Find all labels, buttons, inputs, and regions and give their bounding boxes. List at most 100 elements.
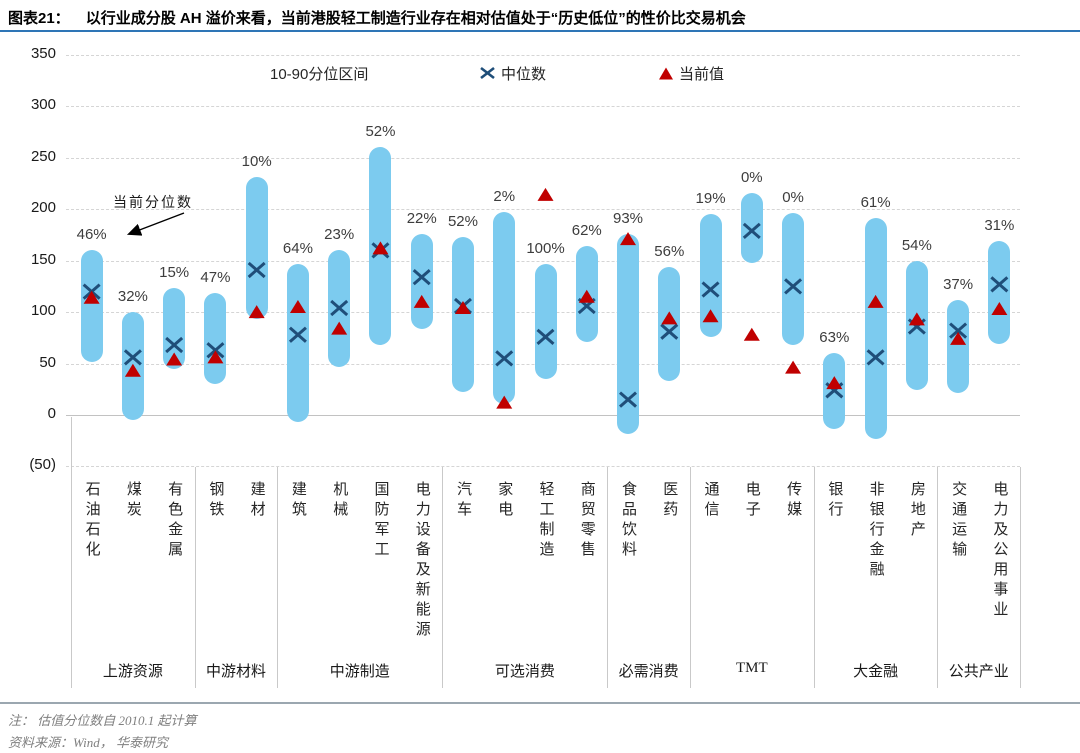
group-divider — [937, 467, 939, 688]
range-bar — [988, 241, 1011, 344]
category-label: 轻工制造 — [537, 481, 554, 561]
category-label: 通信 — [702, 481, 719, 521]
group-label: 必需消费 — [618, 664, 679, 680]
range-bar — [493, 212, 516, 404]
range-bar — [699, 214, 722, 337]
category-label: 传媒 — [785, 481, 802, 521]
category-label: 煤炭 — [124, 481, 141, 521]
y-axis-tick-label: 150 — [30, 250, 56, 268]
figure-bottom-rule — [0, 702, 1080, 704]
range-bar — [740, 192, 763, 263]
current-value-marker — [537, 187, 554, 201]
category-label: 国防军工 — [372, 481, 389, 561]
group-divider — [607, 467, 609, 688]
gridline — [66, 106, 1020, 108]
group-divider — [689, 467, 691, 688]
current-percentile-value: 63% — [819, 329, 850, 347]
legend-current: 当前值 — [658, 63, 724, 83]
category-label: 交通运输 — [950, 481, 967, 561]
range-bar — [905, 260, 928, 391]
current-percentile-value: 23% — [324, 226, 355, 244]
group-label: 中游材料 — [206, 664, 267, 680]
y-axis-tick-label: 200 — [30, 199, 56, 217]
current-percentile-value: 22% — [406, 209, 437, 227]
category-label: 电子 — [743, 481, 760, 521]
category-label: 家电 — [496, 481, 513, 521]
range-bar — [369, 146, 392, 346]
category-label: 商贸零售 — [578, 481, 595, 561]
category-label: 汽车 — [454, 481, 471, 521]
group-divider — [442, 467, 444, 688]
range-bar — [286, 263, 309, 423]
group-label: 上游资源 — [102, 664, 163, 680]
category-label: 医药 — [661, 481, 678, 521]
figure-number: 图表21： — [8, 10, 70, 27]
range-bar — [658, 266, 681, 382]
current-percentile-value: 15% — [159, 264, 190, 282]
gridline — [66, 415, 1020, 416]
group-label: 大金融 — [853, 664, 899, 680]
median-x-icon — [480, 66, 495, 80]
gridline — [66, 260, 1020, 262]
group-divider — [277, 467, 279, 688]
current-percentile-value: 46% — [76, 226, 107, 244]
gridline — [66, 466, 1020, 468]
current-percentile-value: 47% — [200, 268, 231, 286]
range-bar — [245, 177, 268, 320]
gridline — [66, 209, 1020, 211]
category-label: 建材 — [248, 481, 265, 521]
current-percentile-value: 62% — [571, 222, 602, 240]
category-label: 建筑 — [289, 481, 306, 521]
range-bar — [204, 292, 227, 385]
category-label: 机械 — [331, 481, 348, 521]
legend-median-label: 中位数 — [501, 65, 547, 83]
y-axis-tick-label: 100 — [30, 302, 56, 320]
range-bar — [163, 288, 186, 369]
annotation-current-percentile-label: 当前分位数 — [113, 196, 193, 211]
category-label: 电力设备及新能源 — [413, 481, 430, 641]
legend-current-label: 当前值 — [679, 65, 725, 83]
y-axis-tick-label: 0 — [47, 405, 56, 422]
range-bar — [947, 299, 970, 394]
figure-title: 以行业成分股 AH 溢价来看，当前港股轻工制造行业存在相对估值处于“历史低位”的… — [85, 10, 746, 27]
legend-range: 10-90分位区间 — [270, 63, 368, 83]
current-percentile-value: 93% — [613, 209, 644, 227]
category-label: 食品饮料 — [620, 481, 637, 561]
group-label: TMT — [735, 660, 768, 676]
figure-title-row: 图表21： 以行业成分股 AH 溢价来看，当前港股轻工制造行业存在相对估值处于“历… — [8, 7, 1072, 28]
range-bar — [864, 217, 887, 439]
current-value-marker — [743, 327, 760, 341]
current-percentile-value: 52% — [365, 122, 396, 140]
current-percentile-value: 54% — [901, 236, 932, 254]
current-percentile-value: 52% — [447, 213, 478, 231]
category-label: 钢铁 — [207, 481, 224, 521]
group-divider — [194, 467, 196, 688]
category-label: 非银行金融 — [867, 481, 884, 581]
footnote-source: 资料来源：Wind， 华泰研究 — [8, 735, 168, 750]
gridline — [66, 157, 1020, 159]
y-axis-tick-label: 50 — [39, 353, 56, 371]
group-divider — [71, 417, 72, 688]
category-label: 银行 — [826, 481, 843, 521]
current-percentile-value: 32% — [117, 288, 148, 306]
gridline — [66, 55, 1020, 56]
annotation-arrow — [127, 212, 185, 236]
title-rule — [0, 30, 1080, 32]
current-percentile-value: 61% — [860, 193, 891, 211]
category-label: 房地产 — [908, 481, 925, 541]
category-label: 有色金属 — [166, 481, 183, 561]
footnote-note: 注： 估值分位数自 2010.1 起计算 — [8, 713, 197, 728]
group-label: 中游制造 — [329, 664, 390, 680]
current-percentile-value: 100% — [526, 239, 565, 257]
legend-range-label: 10-90分位区间 — [270, 65, 369, 83]
current-percentile-value: 10% — [241, 153, 272, 171]
y-axis-tick-label: 250 — [30, 147, 56, 165]
range-bar — [617, 233, 640, 434]
range-bar — [575, 246, 598, 342]
group-label: 公共产业 — [948, 664, 1009, 680]
current-percentile-value: 64% — [282, 239, 313, 257]
y-axis-tick-label: 350 — [30, 45, 56, 62]
range-bar — [782, 213, 805, 346]
